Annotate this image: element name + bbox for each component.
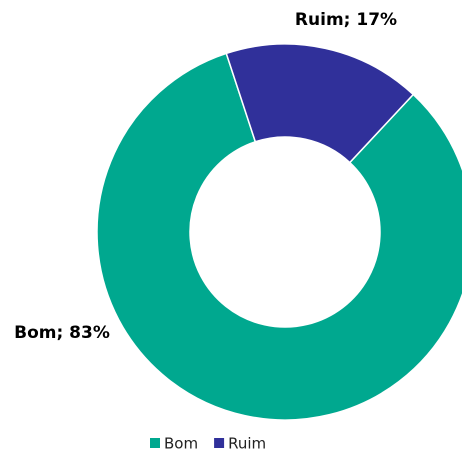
data-label: Ruim; 17% — [295, 10, 397, 30]
donut-slice — [96, 52, 462, 421]
legend-label: Bom — [164, 435, 198, 453]
donut-slice — [225, 43, 415, 164]
legend-swatch — [150, 438, 160, 448]
legend-swatch — [214, 438, 225, 448]
legend-label: Ruim — [228, 435, 266, 453]
data-label: Bom; 83% — [14, 323, 110, 343]
